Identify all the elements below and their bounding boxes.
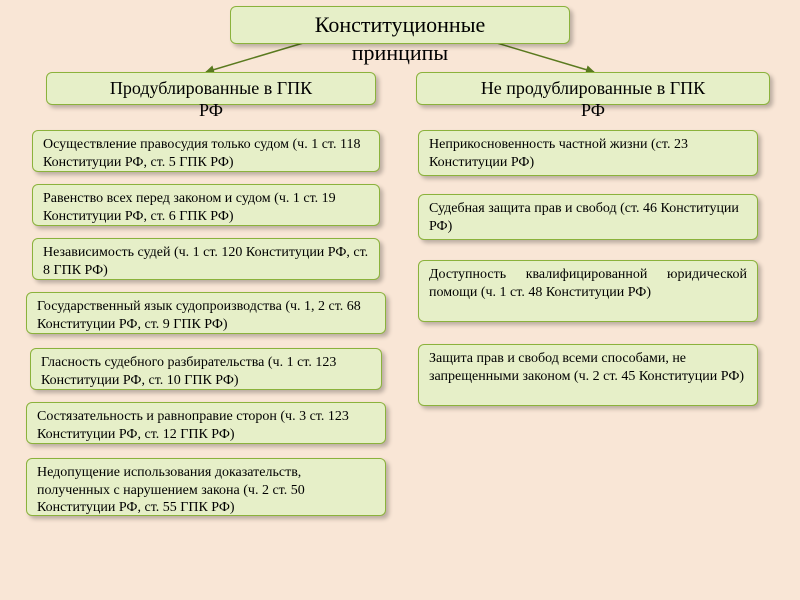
- left-item-5: Состязательность и равноправие сторон (ч…: [26, 402, 386, 444]
- right-item-3: Защита прав и свобод всеми способами, не…: [418, 344, 758, 406]
- left-item-2: Независимость судей (ч. 1 ст. 120 Консти…: [32, 238, 380, 280]
- left-item-4: Гласность судебного разбирательства (ч. …: [30, 348, 382, 390]
- right-item-2-text: Доступность квалифицированной юридическо…: [429, 267, 747, 300]
- right-branch-header-line2: РФ: [416, 100, 770, 121]
- left-item-5-text: Состязательность и равноправие сторон (ч…: [37, 409, 349, 442]
- left-item-1: Равенство всех перед законом и судом (ч.…: [32, 184, 380, 226]
- left-item-0-text: Осуществление правосудия только судом (ч…: [43, 137, 360, 170]
- left-item-0: Осуществление правосудия только судом (ч…: [32, 130, 380, 172]
- right-item-2: Доступность квалифицированной юридическо…: [418, 260, 758, 322]
- right-item-0-text: Неприкосновенность частной жизни (ст. 23…: [429, 137, 688, 170]
- right-item-1: Судебная защита прав и свобод (ст. 46 Ко…: [418, 194, 758, 240]
- left-item-2-text: Независимость судей (ч. 1 ст. 120 Консти…: [43, 245, 368, 278]
- right-item-0: Неприкосновенность частной жизни (ст. 23…: [418, 130, 758, 176]
- right-item-1-text: Судебная защита прав и свобод (ст. 46 Ко…: [429, 201, 739, 234]
- left-item-6-text: Недопущение использования доказательств,…: [37, 465, 305, 515]
- root-title-line2: принципы: [230, 40, 570, 66]
- root-title-line1: Конституционные: [315, 12, 485, 37]
- left-branch-header-line1: Продублированные в ГПК: [110, 78, 312, 98]
- root-title-box: Конституционные: [230, 6, 570, 44]
- right-item-3-text: Защита прав и свобод всеми способами, не…: [429, 351, 744, 384]
- right-branch-header-line1: Не продублированные в ГПК: [481, 78, 705, 98]
- left-branch-header-line2: РФ: [46, 100, 376, 121]
- left-item-1-text: Равенство всех перед законом и судом (ч.…: [43, 191, 336, 224]
- left-item-3-text: Государственный язык судопроизводства (ч…: [37, 299, 361, 332]
- left-item-6: Недопущение использования доказательств,…: [26, 458, 386, 516]
- left-item-3: Государственный язык судопроизводства (ч…: [26, 292, 386, 334]
- left-item-4-text: Гласность судебного разбирательства (ч. …: [41, 355, 336, 388]
